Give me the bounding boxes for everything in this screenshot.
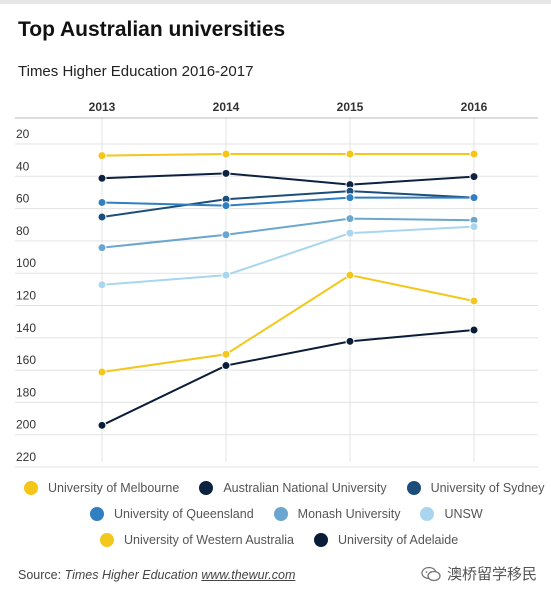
series-line-5 xyxy=(101,225,475,286)
legend-swatch xyxy=(420,507,435,521)
series-line-4 xyxy=(101,217,475,249)
legend-swatch xyxy=(90,507,104,521)
data-point-5-1 xyxy=(221,270,231,280)
source-url[interactable]: www.thewur.com xyxy=(201,568,296,582)
x-tick-label-2015: 2015 xyxy=(337,100,364,114)
series-line-2 xyxy=(101,190,475,218)
data-point-6-2 xyxy=(345,270,355,280)
legend-item: UNSW xyxy=(420,507,483,521)
x-tick-label-2014: 2014 xyxy=(213,100,240,114)
legend-label: University of Queensland xyxy=(114,507,254,521)
data-point-2-0 xyxy=(97,212,107,222)
wechat-icon xyxy=(421,566,441,581)
data-point-7-1 xyxy=(221,361,231,371)
series-line-3 xyxy=(101,196,474,207)
legend-swatch xyxy=(199,481,214,495)
y-tick-label-100: 100 xyxy=(16,256,36,270)
y-tick-label-200: 200 xyxy=(16,418,36,432)
legend-label: Australian National University xyxy=(223,481,387,495)
legend-swatch xyxy=(24,481,38,495)
data-point-5-2 xyxy=(345,228,355,238)
legend-item: Australian National University xyxy=(199,481,387,495)
data-point-4-0 xyxy=(97,243,107,253)
legend-label: University of Melbourne xyxy=(48,481,180,495)
y-tick-label-80: 80 xyxy=(16,224,30,238)
y-tick-label-120: 120 xyxy=(16,289,36,303)
legend-swatch xyxy=(406,481,421,495)
data-point-1-1 xyxy=(221,168,231,178)
data-point-1-0 xyxy=(97,173,107,183)
y-tick-label-20: 20 xyxy=(16,127,30,141)
series-line-6 xyxy=(101,274,475,374)
legend-label: Monash University xyxy=(297,507,401,521)
y-tick-label-180: 180 xyxy=(16,385,36,399)
data-point-0-1 xyxy=(221,149,231,159)
legend-swatch xyxy=(273,507,288,521)
y-tick-label-220: 220 xyxy=(16,450,36,464)
x-tick-label-2016: 2016 xyxy=(461,100,488,114)
chart-title: Top Australian universities xyxy=(18,18,286,41)
data-point-0-0 xyxy=(97,151,107,161)
data-point-6-1 xyxy=(221,349,231,359)
watermark: 澳桥留学移民 xyxy=(421,563,537,584)
data-point-6-0 xyxy=(97,367,107,377)
y-tick-label-160: 160 xyxy=(16,353,36,367)
chart-subtitle: Times Higher Education 2016-2017 xyxy=(18,63,254,80)
data-point-1-3 xyxy=(469,172,479,182)
legend-swatch xyxy=(100,533,114,547)
top-rule xyxy=(0,0,551,4)
legend-swatch xyxy=(313,533,328,547)
data-point-0-2 xyxy=(345,149,355,159)
source-label: Source: xyxy=(18,568,62,582)
x-tick-label-2013: 2013 xyxy=(89,100,116,114)
data-point-5-3 xyxy=(469,222,479,232)
y-tick-label-40: 40 xyxy=(16,159,30,173)
legend-row-1: University of Melbourne Australian Nation… xyxy=(24,481,551,495)
data-point-3-0 xyxy=(97,197,107,207)
legend-item: Monash University xyxy=(273,507,401,521)
data-point-4-1 xyxy=(221,230,231,240)
y-tick-label-60: 60 xyxy=(16,192,30,206)
legend-label: University of Western Australia xyxy=(124,533,294,547)
legend-label: UNSW xyxy=(444,507,483,521)
data-point-3-1 xyxy=(221,201,231,211)
data-point-7-2 xyxy=(345,336,355,346)
source-note: Source: Times Higher Education www.thewu… xyxy=(18,568,295,582)
watermark-text: 澳桥留学移民 xyxy=(446,566,537,583)
legend-label: University of Adelaide xyxy=(337,533,459,547)
data-point-5-0 xyxy=(97,280,107,290)
legend-row-2: University of Queensland Monash Universit… xyxy=(90,507,503,521)
y-tick-label-140: 140 xyxy=(16,321,36,335)
source-publication: Times Higher Education xyxy=(64,568,198,582)
series-line-1 xyxy=(101,172,475,186)
line-chart: 20 40 60 80 100 120 140 160 180 200 220 2013 2014 201… xyxy=(15,100,538,468)
legend-label: University of Sydney xyxy=(430,481,545,495)
data-point-7-0 xyxy=(97,420,107,430)
series-line-7 xyxy=(101,329,475,427)
data-point-3-3 xyxy=(469,193,479,203)
legend-item: University of Queensland xyxy=(90,507,254,521)
legend-item: University of Sydney xyxy=(406,481,545,495)
legend-item: University of Adelaide xyxy=(313,533,459,547)
legend-item: University of Melbourne xyxy=(24,481,179,495)
data-point-7-3 xyxy=(469,325,479,335)
data-point-3-2 xyxy=(345,193,355,203)
series-line-0 xyxy=(101,152,474,157)
data-point-4-2 xyxy=(345,214,355,224)
data-point-6-3 xyxy=(469,296,479,306)
data-point-0-3 xyxy=(469,149,479,159)
legend-item: University of Western Australia xyxy=(100,533,294,547)
legend-row-3: University of Western Australia Universit… xyxy=(100,533,478,547)
